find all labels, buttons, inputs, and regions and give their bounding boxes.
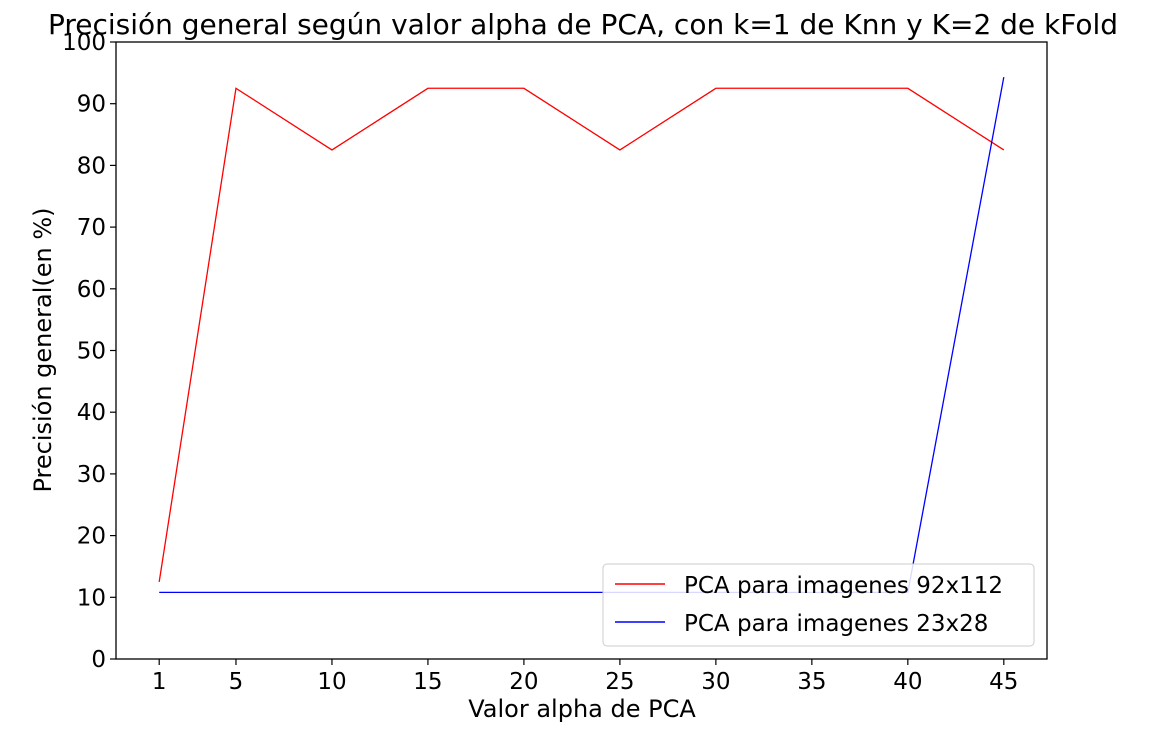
y-tick-label: 60 <box>77 277 106 303</box>
series-line-0 <box>158 87 1005 582</box>
legend-box <box>602 563 1035 647</box>
chart-title: Precisión general según valor alpha de P… <box>48 8 1118 41</box>
y-tick-label: 70 <box>77 215 106 241</box>
x-tick-label: 35 <box>797 669 826 695</box>
y-tick-label: 30 <box>77 462 106 488</box>
legend: PCA para imagenes 92x112 PCA para imagen… <box>602 563 1035 647</box>
y-axis: 0 10 20 30 40 50 60 70 80 90 100 <box>62 30 116 673</box>
x-tick-label: 20 <box>509 669 538 695</box>
y-tick-label: 0 <box>91 647 106 673</box>
x-tick-label: 1 <box>152 669 167 695</box>
x-tick-label: 10 <box>317 669 346 695</box>
x-tick-label: 5 <box>229 669 244 695</box>
x-tick-label: 45 <box>989 669 1018 695</box>
plot-area <box>115 41 1048 660</box>
legend-label-0: PCA para imagenes 92x112 <box>684 573 1003 599</box>
x-tick-label: 15 <box>413 669 442 695</box>
x-tick-label: 25 <box>605 669 634 695</box>
y-axis-label: Precisión general(en %) <box>29 207 57 492</box>
y-tick-label: 10 <box>77 585 106 611</box>
y-tick-label: 40 <box>77 400 106 426</box>
y-tick-label: 100 <box>62 30 106 56</box>
x-tick-label: 30 <box>701 669 730 695</box>
y-tick-label: 20 <box>77 524 106 550</box>
x-axis-label: Valor alpha de PCA <box>468 695 696 723</box>
y-tick-label: 50 <box>77 339 106 365</box>
x-axis: 1 5 10 15 20 25 30 35 40 45 <box>152 659 1018 695</box>
legend-label-1: PCA para imagenes 23x28 <box>684 611 988 637</box>
y-tick-label: 90 <box>77 92 106 118</box>
y-tick-label: 80 <box>77 153 106 179</box>
x-tick-label: 40 <box>893 669 922 695</box>
